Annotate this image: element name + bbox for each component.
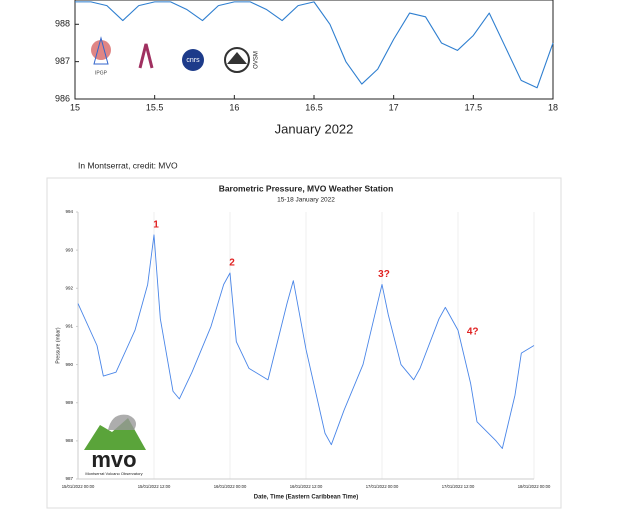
- x-tick-label: 16: [229, 102, 239, 112]
- y-tick-label: 987: [65, 476, 73, 481]
- logo-mvo: mvo Montserrat Volcano Observatory: [84, 414, 146, 476]
- plot-frame: [74, 0, 554, 100]
- x-tick-label: 18/01/2022 00:00: [518, 484, 551, 489]
- logo-ovsm: OVSM: [224, 47, 260, 73]
- x-tick-label: 17/01/2022 12:00: [442, 484, 475, 489]
- x-tick-label: 17/01/2022 00:00: [366, 484, 399, 489]
- x-tick-label: 17: [389, 102, 399, 112]
- x-tick-label: 17.5: [465, 102, 483, 112]
- x-tick-label: 15.5: [146, 102, 164, 112]
- logo-text: mvo: [91, 447, 136, 472]
- logo-subtext: Montserrat Volcano Observatory: [85, 471, 142, 476]
- x-tick-label: 15: [70, 102, 80, 112]
- logo-univ: [138, 43, 154, 69]
- logo-cnrs: cnrs: [182, 49, 204, 71]
- logo-text: OVSM: [254, 51, 260, 69]
- x-axis-label: January 2022: [275, 121, 354, 136]
- chart-frame: [46, 177, 562, 509]
- annotation: 1: [153, 220, 159, 231]
- y-tick-label: 987: [55, 56, 70, 66]
- chart-title: Barometric Pressure, MVO Weather Station: [219, 183, 394, 193]
- y-tick-label: 992: [65, 285, 73, 290]
- x-tick-label: 16/01/2022 12:00: [290, 484, 323, 489]
- y-tick-label: 986: [55, 93, 70, 103]
- x-axis-label: Date, Time (Eastern Caribbean Time): [254, 495, 358, 501]
- line-series: [75, 1, 554, 89]
- y-tick-label: 993: [65, 247, 73, 252]
- annotation: 2: [229, 258, 235, 269]
- y-axis-label: Pressure (mbar): [55, 327, 61, 363]
- logo-ipgp: IPGP: [91, 36, 111, 76]
- logo-text: cnrs: [186, 57, 200, 64]
- annotation: 4?: [467, 326, 479, 337]
- y-tick-label: 994: [65, 209, 73, 214]
- y-tick-label: 988: [55, 19, 70, 29]
- y-tick-label: 988: [65, 438, 73, 443]
- x-tick-label: 16.5: [305, 102, 323, 112]
- y-tick-label: 990: [65, 362, 73, 367]
- x-tick-label: 15/01/2022 12:00: [138, 484, 171, 489]
- x-tick-label: 16/01/2022 00:00: [214, 484, 247, 489]
- chart-subtitle: 15-18 January 2022: [277, 197, 335, 204]
- logo-text: IPGP: [95, 70, 108, 76]
- annotation: 3?: [378, 269, 390, 280]
- y-tick-label: 991: [65, 324, 73, 329]
- line-series: [77, 234, 535, 449]
- caption: In Montserrat, credit: MVO: [78, 160, 178, 170]
- y-tick-label: 989: [65, 400, 73, 405]
- x-tick-label: 18: [548, 102, 558, 112]
- x-tick-label: 15/01/2022 00:00: [62, 484, 95, 489]
